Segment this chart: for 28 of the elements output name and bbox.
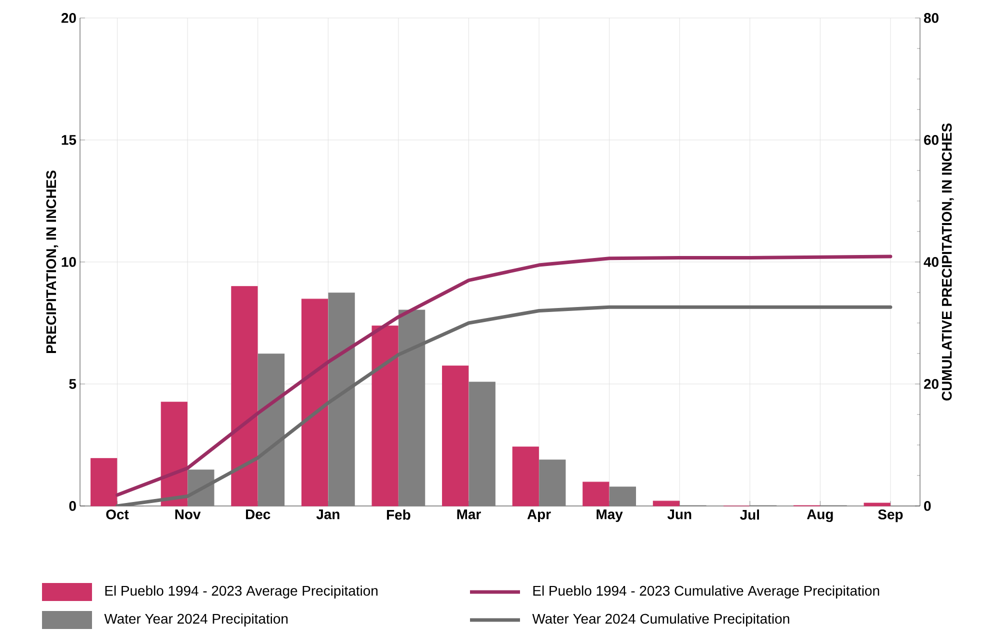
x-tick-label: May [596, 510, 623, 522]
x-tick-label: Mar [457, 510, 481, 520]
x-tick-label: Oct [106, 509, 129, 520]
legend-label: Water Year 2024 Precipitation [104, 613, 288, 626]
y-tick-label: 20 [61, 13, 76, 23]
x-tick-label: Dec [246, 510, 270, 520]
y2-tick-label: 80 [924, 13, 938, 23]
x-tick-label: Jun [667, 510, 692, 520]
y-tick-label: 10 [62, 257, 76, 267]
x-tick-label: Apr [527, 510, 551, 522]
y2-tick-label: 20 [924, 379, 938, 389]
x-tick-label: Jan [316, 510, 340, 520]
y2-tick-label: 0 [924, 501, 931, 511]
y-tick-label: 5 [69, 379, 76, 389]
x-tick-label: Feb [386, 510, 410, 520]
x-tick-label: Aug [806, 510, 833, 522]
y-axis-title: PRECIPITATION, IN INCHES [46, 170, 58, 354]
legend-label: El Pueblo 1994 - 2023 Cumulative Average Precipitation [533, 585, 880, 598]
legend-label: El Pueblo 1994 - 2023 Average Precipitation [105, 585, 378, 598]
y2-axis-title: CUMULATIVE PRECIPITATION, IN INCHES [942, 123, 954, 401]
x-tick-label: Nov [175, 510, 201, 520]
x-tick-label: Jul [740, 510, 759, 520]
x-tick-label: Sep [878, 509, 903, 522]
legend-label: Water Year 2024 Cumulative Precipitation [532, 613, 790, 626]
y-tick-label: 15 [62, 135, 76, 145]
y-tick-label: 0 [69, 501, 76, 511]
y2-tick-label: 40 [924, 257, 938, 267]
y2-tick-label: 60 [924, 135, 938, 145]
